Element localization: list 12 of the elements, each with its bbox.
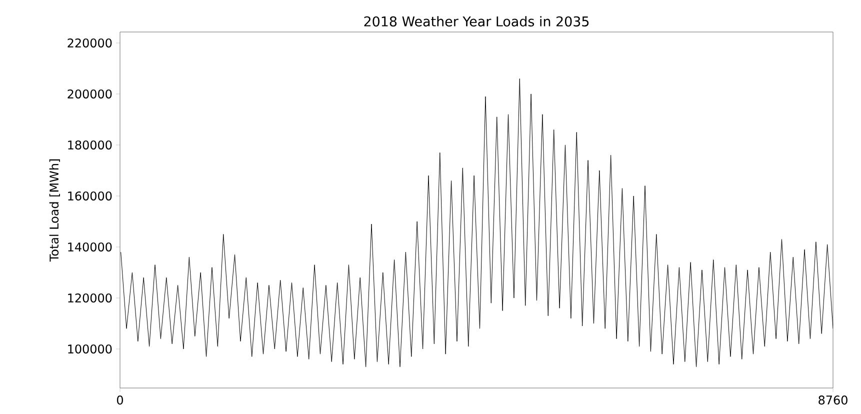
y-tick-label: 100000 xyxy=(68,344,112,354)
y-tick-label: 120000 xyxy=(68,293,112,303)
y-tick-label: 220000 xyxy=(68,38,112,48)
y-tick-label: 200000 xyxy=(68,89,112,98)
y-tick-label: 140000 xyxy=(68,242,112,252)
chart-title: 2018 Weather Year Loads in 2035 xyxy=(364,16,589,26)
x-tick-label: 8760 xyxy=(818,396,848,405)
x-tick-label: 0 xyxy=(116,396,124,405)
y-tick-label: 180000 xyxy=(68,140,112,150)
line-series xyxy=(120,78,834,368)
y-tick-label: 160000 xyxy=(68,191,112,200)
y-axis-title: Total Load [MWh] xyxy=(49,159,60,262)
